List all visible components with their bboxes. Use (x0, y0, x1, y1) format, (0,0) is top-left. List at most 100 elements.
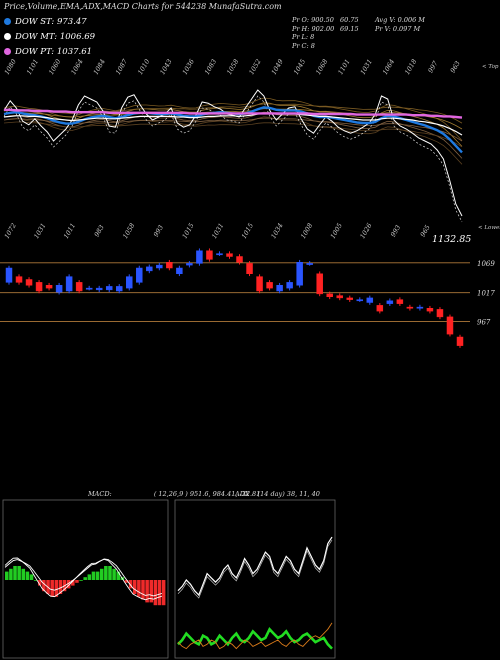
macd-hist-bar (124, 580, 129, 583)
macd-hist-bar (83, 577, 87, 580)
adx-series-di (177, 622, 333, 650)
macd-hist-bar (112, 568, 116, 580)
top-tick-label: 1083 (203, 58, 218, 76)
close-shadow-line (3, 95, 463, 223)
legend-dow-mt: DOW MT: 1006.69 (4, 32, 95, 46)
candle-body (246, 263, 253, 274)
macd-hist-bar (33, 580, 38, 581)
stat-low: Pr L: 8 (292, 33, 315, 41)
bottom-tick-label: 1026 (358, 222, 373, 240)
candle-body (25, 279, 33, 286)
candle-body (156, 264, 163, 269)
macd-hist-bar (141, 580, 145, 600)
macd-hist-bar (91, 571, 96, 580)
legend-dow-st: DOW ST: 973.47 (4, 17, 87, 31)
stat-low-value: 60.75 (340, 16, 359, 24)
legend-swatch-pt (4, 48, 11, 55)
top-tick-label: 1043 (158, 58, 173, 76)
top-tick-label: 1058 (225, 58, 240, 76)
top-tick-label: 1052 (247, 58, 262, 76)
candle-body (126, 276, 133, 289)
bottom-tick-label: 1008 (299, 222, 314, 240)
candle-body (266, 282, 273, 289)
adx-title: ADX (235, 490, 250, 498)
candle-body (436, 309, 444, 318)
macd-hist-bar (54, 580, 59, 597)
macd-hist-bar (9, 568, 13, 580)
macd-hist-bar (25, 571, 30, 580)
macd-hist-bar (128, 580, 133, 589)
candle-body (35, 282, 43, 292)
bottom-tick-label: 1034 (269, 222, 284, 240)
stat-avg-volume: Avg V: 0.006 M (375, 16, 425, 24)
candle-body (105, 286, 113, 291)
price-ema-panel: 1080 1101 1060 1064 1084 1087 1010 1043 1036 1083… (3, 57, 500, 245)
candle-body (226, 253, 233, 257)
candle-body (336, 295, 343, 299)
top-tick-label: 1080 (3, 58, 18, 76)
top-tick-label: 1018 (403, 58, 418, 76)
candle-body (115, 286, 123, 292)
stats-col1: Pr O: 900.50 Pr H: 902.00 Pr L: 8 Pr C: … (292, 16, 334, 50)
bottom-tick-label: 993 (152, 224, 165, 239)
candle-body (326, 293, 333, 297)
macd-hist-bar (75, 580, 79, 583)
bottom-tick-label: 983 (93, 224, 106, 239)
macd-hist-bar (17, 566, 21, 580)
legend-label-pt: DOW PT: 1037.61 (15, 47, 93, 57)
top-tick-label: 1049 (270, 58, 285, 76)
macd-label: MACD: ( 12,26,9 ) 951.6, 984.41, -32.81 (88, 490, 260, 498)
ema-band-line (3, 121, 463, 148)
macd-hist-bar (99, 568, 104, 580)
adx-series-adx (177, 536, 333, 597)
candle-body (146, 266, 153, 272)
top-tick-label: 1101 (336, 58, 351, 76)
adx-panel (177, 536, 333, 650)
legend-label-st: DOW ST: 973.47 (15, 17, 87, 27)
adx-shadow-line (177, 539, 333, 599)
adx-panel-frame (174, 499, 336, 659)
candle-body (5, 267, 13, 283)
top-tick-label: 1101 (25, 58, 40, 76)
macd-hist-bar (95, 571, 100, 580)
bottom-tick-label: 1031 (210, 222, 225, 240)
series-line-close (3, 89, 463, 217)
candle-body (186, 263, 193, 266)
candle-body (176, 267, 183, 274)
candle-body (166, 262, 173, 269)
macd-hist-bar (50, 580, 54, 597)
macd-hist-bar (145, 580, 149, 603)
macd-hist-bar (29, 574, 34, 580)
series-line-dow-mt (3, 112, 463, 136)
macd-line (4, 557, 163, 601)
candle-body (296, 262, 303, 286)
bottom-tick-label: 965 (419, 224, 432, 239)
macd-hist-bar (153, 580, 158, 606)
top-tick-label: 1087 (114, 57, 130, 76)
top-tick-label: 1045 (292, 58, 307, 76)
candle-body (75, 282, 83, 292)
candle-body (95, 287, 103, 291)
top-tick-label: 1084 (92, 58, 107, 76)
signal-line (4, 558, 163, 597)
candle-body (206, 250, 213, 260)
chart-title: Price,Volume,EMA,ADX,MACD Charts for 544… (4, 2, 282, 11)
macd-hist-bar (58, 580, 63, 594)
top-tick-label: 1064 (381, 58, 396, 76)
adx-label: ADX (14 day) 38, 11, 40 (235, 490, 320, 498)
legend-swatch-mt (4, 33, 11, 40)
candlestick-panel: 1069 1017 967 (0, 248, 495, 348)
stats-col3: Avg V: 0.006 M Pr V: 0.097 M (375, 16, 425, 33)
candle-body (45, 285, 53, 289)
macd-hist-bar (87, 574, 92, 580)
macd-hist-bar (116, 571, 120, 580)
legend-dow-pt: DOW PT: 1037.61 (4, 47, 92, 61)
candle-body (356, 299, 364, 302)
candle-body (286, 282, 293, 289)
bottom-corner-label: < Lower (478, 225, 500, 231)
candle-body (236, 256, 243, 263)
macd-title: MACD: (88, 490, 112, 498)
candle-body (406, 306, 414, 309)
candle-body (456, 336, 464, 346)
macd-hist-bar (42, 580, 46, 592)
